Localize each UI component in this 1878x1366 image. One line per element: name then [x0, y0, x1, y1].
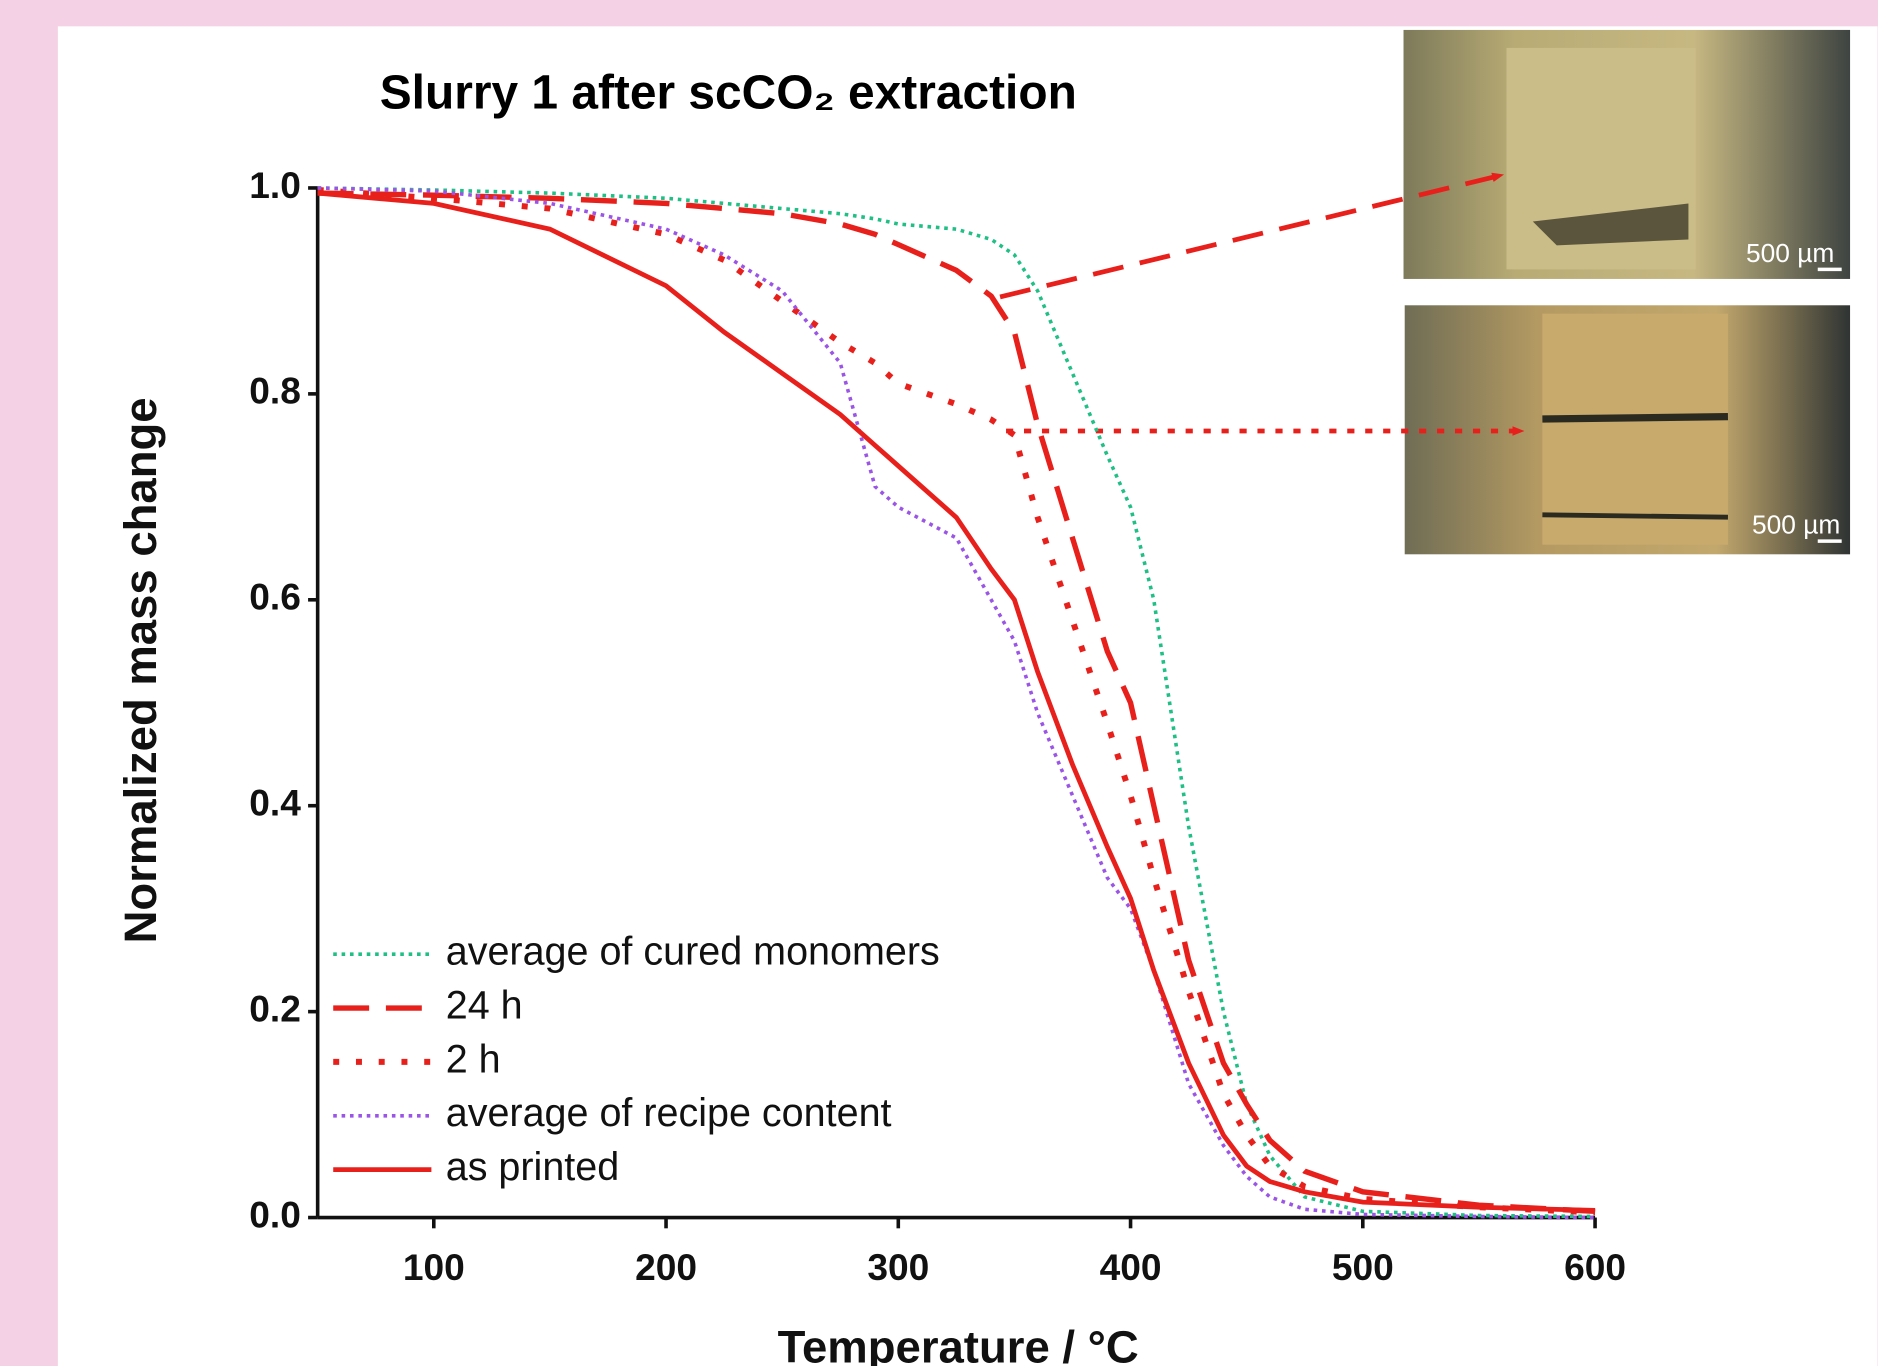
- crack: [1542, 512, 1728, 520]
- y-tick-label: 0.6: [249, 576, 301, 618]
- legend-label: average of cured monomers: [446, 930, 940, 974]
- y-axis-label: Normalized mass change: [115, 397, 166, 943]
- crack: [1532, 203, 1689, 246]
- legend-label: average of recipe content: [446, 1091, 892, 1135]
- legend-label: 24 h: [446, 983, 523, 1027]
- y-tick-label: 0.0: [249, 1193, 301, 1235]
- y-tick-label: 0.4: [249, 782, 301, 824]
- y-tick-label: 1.0: [249, 164, 301, 206]
- arrow: [999, 172, 1505, 300]
- plot-area: 0.0 0.2 0.4 0.6 0.8 1.0 100 200 300 400 500 600 aver…: [249, 164, 1626, 1288]
- x-axis-label: Temperature / °C: [778, 1321, 1139, 1366]
- scale-label: 500 µm: [1752, 510, 1840, 540]
- legend-label: as printed: [446, 1145, 619, 1189]
- chart-title: Slurry 1 after scCO₂ extraction: [380, 66, 1077, 119]
- x-tick-label: 500: [1332, 1246, 1394, 1288]
- data-line: [317, 190, 1596, 1215]
- data-line: [317, 186, 1596, 1219]
- y-tick-label: 0.8: [249, 370, 301, 412]
- y-tick-label: 0.2: [249, 987, 301, 1029]
- data-line: [317, 187, 1596, 1216]
- x-tick-label: 400: [1100, 1246, 1162, 1288]
- x-tick-label: 200: [635, 1246, 697, 1288]
- x-tick-label: 600: [1564, 1246, 1626, 1288]
- x-tick-label: 100: [403, 1246, 465, 1288]
- legend-label: 2 h: [446, 1037, 501, 1081]
- data-line: [317, 190, 1596, 1213]
- specimen: [1542, 313, 1728, 545]
- x-tick-label: 300: [867, 1246, 929, 1288]
- crack: [1542, 413, 1728, 423]
- scale-label: 500 µm: [1746, 238, 1834, 268]
